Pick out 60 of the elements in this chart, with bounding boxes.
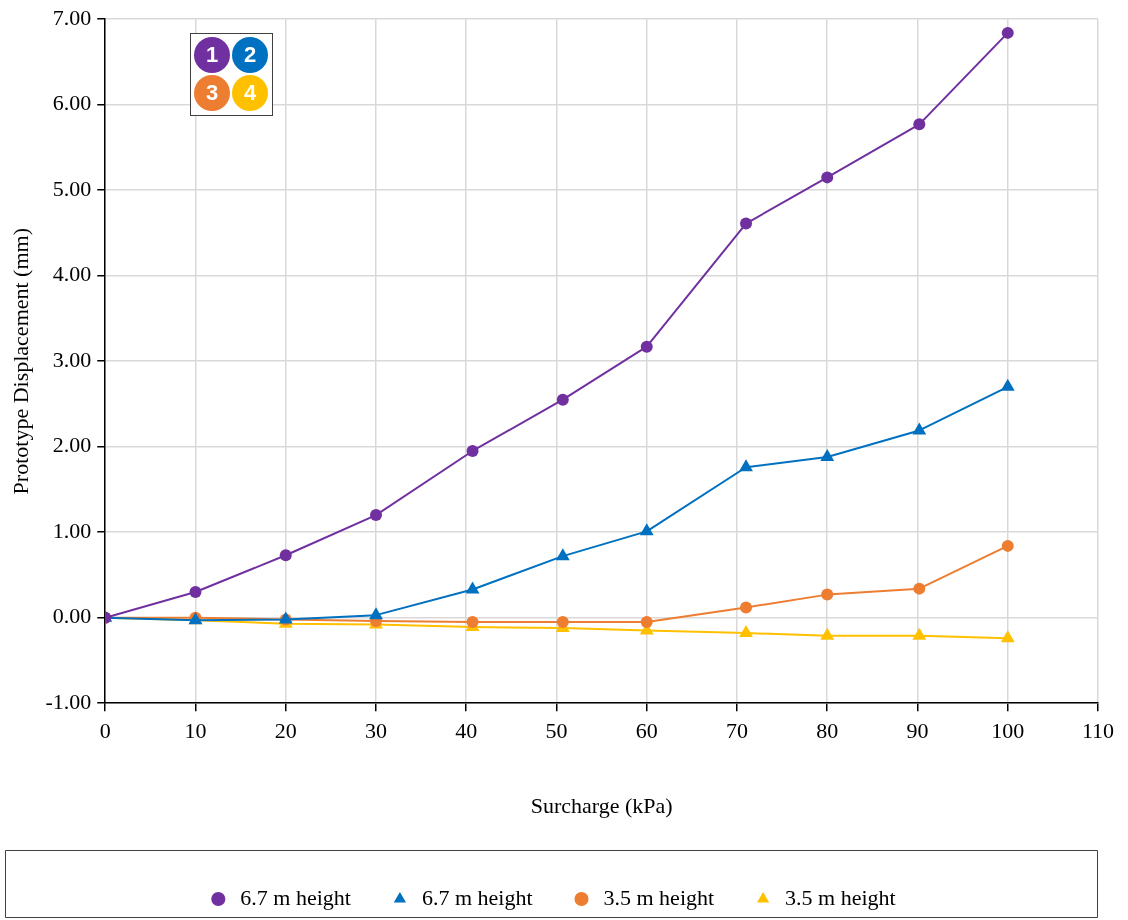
point [821, 588, 834, 601]
y-tick-label: 5.00 [52, 175, 92, 201]
y-tick-label: 2.00 [52, 432, 92, 458]
y-tick-label: 7.00 [52, 4, 92, 30]
point [1001, 539, 1014, 552]
point [1000, 630, 1015, 643]
x-tick-label: 80 [816, 718, 839, 744]
point [821, 171, 834, 184]
point [1000, 378, 1015, 391]
x-axis-title: Surcharge (kPa) [530, 792, 673, 818]
annotation: 4 [232, 75, 268, 111]
y-tick-label: 3.00 [52, 346, 92, 372]
y-axis-title: Prototype Displacement (mm) [7, 228, 33, 495]
point [465, 581, 480, 594]
point [555, 548, 570, 561]
point [466, 444, 479, 457]
x-tick-label: 50 [545, 718, 568, 744]
point [739, 625, 753, 638]
x-tick-label: 40 [455, 718, 478, 744]
point [820, 448, 835, 461]
point [639, 523, 654, 536]
point [740, 217, 753, 230]
annotation: 1 [194, 37, 230, 73]
y-tick-label: 4.00 [52, 261, 92, 287]
legend-label: 3.5 m height [603, 884, 715, 910]
x-tick-label: 110 [1081, 718, 1115, 744]
point [279, 549, 292, 562]
x-tick-label: 90 [906, 718, 929, 744]
point [820, 627, 835, 640]
annotation: 2 [232, 37, 268, 73]
point [640, 615, 653, 628]
y-tick-label: 1.00 [52, 517, 92, 543]
legend-label: 3.5 m height [785, 884, 896, 910]
x-tick-label: 10 [184, 718, 207, 744]
point [369, 509, 382, 522]
point [913, 582, 926, 595]
y-tick-label: -1.00 [45, 688, 92, 714]
x-tick-label: 20 [274, 718, 297, 744]
point [640, 340, 653, 353]
y-tick-label: 0.00 [52, 603, 92, 629]
point [739, 459, 753, 472]
point [556, 615, 569, 628]
point [369, 607, 383, 620]
x-tick-label: 0 [99, 718, 111, 744]
point [189, 586, 202, 599]
y-tick-label: 6.00 [52, 90, 92, 116]
x-tick-label: 100 [991, 718, 1025, 744]
point [912, 422, 927, 435]
annotation: 3 [194, 75, 230, 111]
legend-label: 6.7 m height [421, 884, 533, 910]
x-tick-label: 70 [725, 718, 748, 744]
point [556, 393, 569, 406]
legend-label: 6.7 m height [240, 884, 351, 910]
point [1001, 26, 1014, 39]
point [466, 615, 479, 628]
point [740, 601, 753, 614]
x-tick-label: 30 [364, 718, 387, 744]
point [912, 627, 927, 640]
point [913, 118, 926, 131]
x-tick-label: 60 [635, 718, 658, 744]
